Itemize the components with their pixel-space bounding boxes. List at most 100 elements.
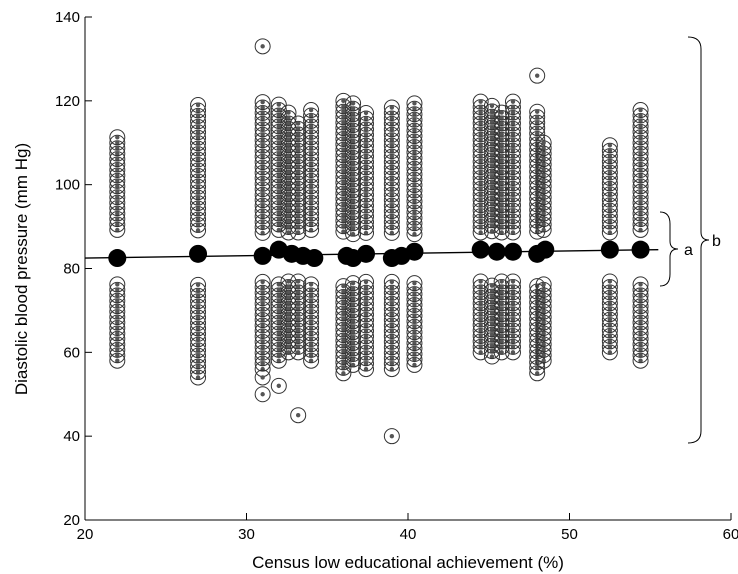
data-point-core bbox=[276, 162, 281, 167]
brace-b-label: b bbox=[712, 233, 721, 250]
data-point-core bbox=[308, 145, 314, 151]
data-point bbox=[383, 99, 400, 116]
data-point-core bbox=[363, 285, 369, 290]
data-point-core bbox=[478, 132, 483, 137]
data-point-core bbox=[489, 354, 495, 359]
y-tick-label: 120 bbox=[55, 93, 80, 110]
mean-point bbox=[305, 249, 324, 268]
data-point-core bbox=[510, 110, 516, 115]
data-point-core bbox=[510, 328, 516, 333]
data-point-core bbox=[363, 192, 369, 197]
data-point-core bbox=[489, 190, 495, 196]
data-point-core bbox=[638, 211, 643, 216]
data-point-core bbox=[115, 293, 120, 298]
data-point-core bbox=[412, 221, 417, 226]
data-point bbox=[472, 93, 489, 110]
data-point-core bbox=[341, 98, 346, 104]
data-point-core bbox=[412, 139, 417, 144]
data-point-core bbox=[341, 142, 346, 147]
data-point-core bbox=[276, 200, 281, 205]
data-point-core bbox=[389, 187, 395, 192]
data-point-core bbox=[510, 208, 516, 213]
data-point-core bbox=[499, 175, 504, 181]
data-point-core bbox=[286, 126, 291, 132]
data-point-core bbox=[489, 141, 495, 147]
data-point-core bbox=[499, 295, 504, 301]
data-point-core bbox=[363, 366, 369, 372]
data-point-core bbox=[638, 195, 643, 200]
data-point-core bbox=[115, 173, 120, 178]
data-point-core bbox=[389, 154, 395, 159]
data-point-core bbox=[276, 151, 281, 156]
data-point-core bbox=[389, 143, 395, 148]
data-point-core bbox=[341, 327, 346, 332]
data-point-core bbox=[260, 127, 265, 132]
data-point-core bbox=[363, 176, 369, 181]
data-point-core bbox=[412, 330, 417, 335]
data-point-core bbox=[341, 125, 346, 131]
data-point-core bbox=[638, 222, 643, 227]
data-point-core bbox=[510, 192, 516, 197]
data-point-core bbox=[260, 323, 265, 328]
data-point-core bbox=[389, 225, 395, 230]
data-point-core bbox=[308, 293, 314, 298]
data-point-core bbox=[412, 319, 417, 324]
data-point-core bbox=[541, 195, 546, 200]
data-point-core bbox=[607, 317, 613, 322]
data-point-core bbox=[489, 299, 495, 305]
data-point-core bbox=[350, 362, 356, 368]
data-point-core bbox=[286, 290, 291, 295]
data-point-core bbox=[478, 317, 483, 322]
data-point-core bbox=[286, 159, 291, 164]
data-point-core bbox=[350, 171, 356, 177]
data-point-core bbox=[541, 304, 546, 309]
data-point-core bbox=[541, 358, 546, 363]
data-point-core bbox=[341, 316, 346, 321]
data-point-core bbox=[308, 309, 314, 314]
data-point-core bbox=[363, 116, 369, 121]
data-point-core bbox=[341, 343, 346, 349]
data-point-core bbox=[499, 132, 504, 137]
data-point-core bbox=[489, 283, 495, 288]
data-point-core bbox=[489, 169, 495, 174]
data-point-core bbox=[350, 177, 356, 182]
data-point-core bbox=[541, 353, 546, 358]
data-point-core bbox=[412, 188, 417, 193]
data-point bbox=[493, 104, 510, 121]
data-point-core bbox=[276, 167, 281, 173]
data-point-core bbox=[478, 148, 483, 153]
data-point-core bbox=[638, 282, 643, 287]
data-point-core bbox=[195, 293, 201, 298]
data-point-core bbox=[295, 148, 301, 153]
data-point-core bbox=[195, 146, 201, 151]
data-point-core bbox=[638, 145, 643, 151]
data-point-core bbox=[308, 124, 314, 129]
data-point-core bbox=[607, 208, 613, 213]
data-point-core bbox=[195, 168, 201, 173]
data-point-core bbox=[195, 228, 201, 233]
data-point-core bbox=[308, 195, 314, 200]
data-point-core bbox=[389, 159, 395, 165]
data-point-core bbox=[195, 190, 201, 195]
data-point-core bbox=[276, 140, 281, 145]
data-point-core bbox=[276, 118, 281, 124]
data-point-core bbox=[510, 186, 516, 192]
data-point-core bbox=[308, 358, 314, 363]
data-point-core bbox=[295, 224, 301, 230]
data-point-core bbox=[510, 213, 516, 219]
y-axis-title: Diastolic blood pressure (mm Hg) bbox=[12, 143, 31, 395]
data-point-core bbox=[499, 339, 504, 344]
data-point-core bbox=[638, 309, 643, 314]
data-point-core bbox=[308, 135, 314, 140]
data-point-core bbox=[195, 113, 201, 119]
data-point-core bbox=[412, 210, 417, 215]
data-point-core bbox=[389, 138, 395, 143]
data-point bbox=[270, 276, 287, 293]
data-point-core bbox=[286, 219, 291, 224]
data-point-core bbox=[295, 175, 301, 181]
data-point-core bbox=[350, 199, 356, 204]
data-point-core bbox=[363, 203, 369, 208]
data-point-core bbox=[363, 296, 369, 301]
data-point-core bbox=[308, 336, 314, 342]
data-point-core bbox=[389, 345, 395, 350]
